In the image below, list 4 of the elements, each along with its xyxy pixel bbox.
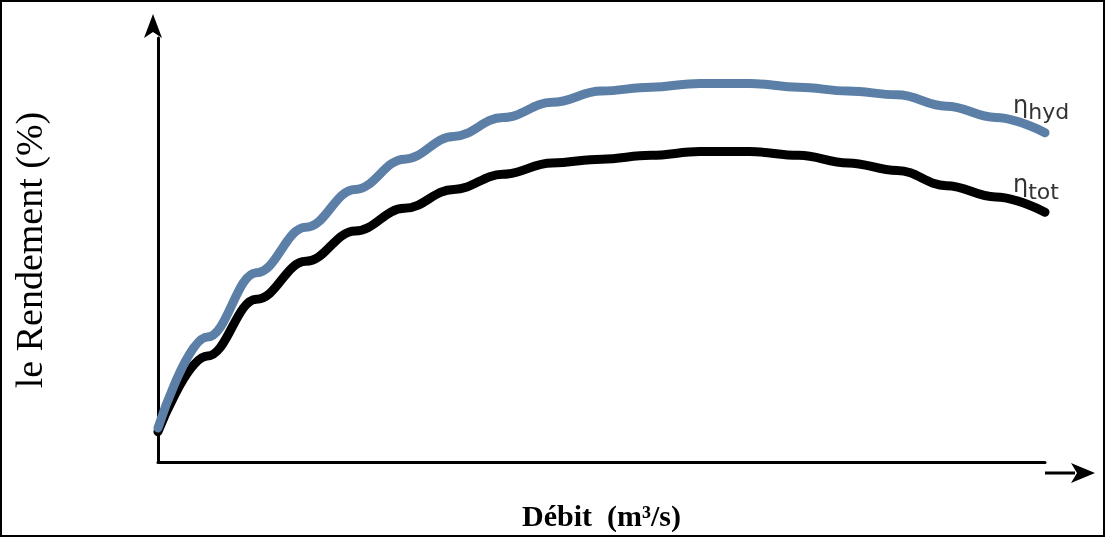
series-label: ηhyd [1013,90,1070,125]
y-axis-title: le Rendement (%) [8,111,51,389]
series-label: ηtot [1013,170,1060,204]
x-axis-title: Débit (m³/s) [522,498,681,533]
